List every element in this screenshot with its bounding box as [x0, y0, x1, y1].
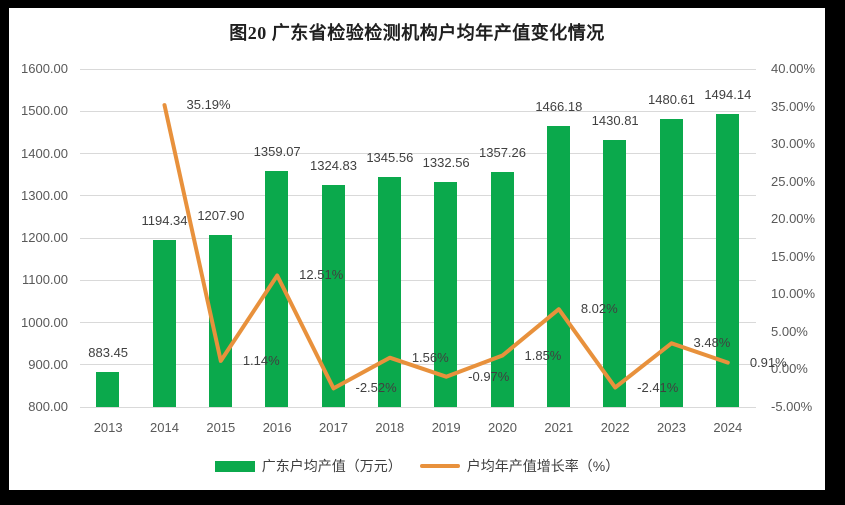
- line-value-label: -2.41%: [637, 379, 679, 395]
- line-value-label: 3.48%: [693, 335, 731, 351]
- gridline: [80, 322, 756, 323]
- bar-2023: [659, 119, 683, 407]
- bar-value-label: 1332.56: [422, 154, 470, 170]
- right-axis-tick-label: 40.00%: [771, 61, 816, 76]
- x-axis-label-2017: 2017: [319, 420, 348, 435]
- bar-value-label: 1359.07: [253, 143, 301, 159]
- x-axis-label-2020: 2020: [488, 420, 517, 435]
- bar-2015: [208, 234, 232, 407]
- gridline: [80, 195, 756, 197]
- left-axis-tick-label: 1400.00: [21, 145, 68, 161]
- bar-value-label: 1494.14: [704, 86, 752, 102]
- gridline: [80, 406, 756, 408]
- right-axis-tick-label: 20.00%: [771, 211, 816, 227]
- right-axis-tick-label: -5.00%: [771, 399, 813, 414]
- bar-2014: [152, 240, 176, 407]
- bar-value-label: 1430.81: [591, 113, 639, 129]
- bar-2017: [321, 185, 345, 407]
- bar-2019: [434, 181, 458, 407]
- line-value-label: -0.97%: [468, 368, 510, 384]
- x-axis-label-2013: 2013: [93, 420, 123, 435]
- right-axis-tick-label: 35.00%: [771, 98, 816, 114]
- left-axis-tick-label: 900.00: [28, 356, 68, 372]
- bar-value-label: 1345.56: [366, 149, 414, 165]
- line-value-label: 1.14%: [242, 352, 280, 368]
- left-axis-tick-label: 1300.00: [21, 187, 68, 203]
- left-axis-tick-label: 1000.00: [21, 314, 68, 330]
- line-value-label: 1.56%: [411, 349, 449, 365]
- left-axis-tick-label: 800.00: [28, 399, 68, 414]
- x-axis-label-2022: 2022: [600, 420, 630, 435]
- legend-item-bar: 广东户均产值（万元）: [214, 456, 402, 476]
- bar-value-label: 883.45: [88, 344, 129, 360]
- x-axis-label-2024: 2024: [713, 420, 743, 435]
- right-axis-tick-label: 0.00%: [771, 361, 808, 377]
- x-axis-label-2019: 2019: [431, 420, 461, 435]
- growth-rate-line: [162, 103, 730, 391]
- line-value-label: -2.52%: [355, 380, 397, 396]
- left-axis-tick-label: 1200.00: [21, 230, 68, 245]
- bar-2022: [603, 140, 627, 407]
- right-axis-tick-label: 5.00%: [771, 323, 808, 339]
- bar-value-label: 1480.61: [648, 92, 695, 108]
- bar-value-label: 1357.26: [479, 144, 526, 160]
- left-axis-tick-label: 1100.00: [21, 272, 68, 288]
- bar-2013: [96, 371, 120, 407]
- legend-bar-swatch-icon: [214, 460, 255, 472]
- gridline: [80, 68, 756, 70]
- legend-bar-label: 广东户均产值（万元）: [261, 458, 402, 474]
- x-axis-label-2023: 2023: [657, 420, 686, 435]
- bar-value-label: 1466.18: [535, 98, 583, 114]
- left-axis-tick-label: 1600.00: [21, 61, 68, 76]
- x-axis-label-2014: 2014: [150, 420, 179, 435]
- x-axis-label-2018: 2018: [375, 420, 405, 435]
- gridline: [80, 237, 756, 239]
- bar-2016: [265, 170, 289, 407]
- line-value-label: 12.51%: [299, 267, 344, 283]
- x-axis-label-2016: 2016: [262, 420, 292, 435]
- x-axis-label-2015: 2015: [206, 420, 236, 435]
- legend-line-label: 户均年产值增长率（%）: [466, 458, 620, 474]
- line-value-label: 1.85%: [524, 347, 562, 363]
- line-value-label: 35.19%: [186, 97, 231, 113]
- chart-canvas: 图20 广东省检验检测机构户均年产值变化情况 广东户均产值（万元） 户均年产值增…: [9, 8, 825, 490]
- bar-value-label: 1207.90: [197, 207, 245, 223]
- legend-line-swatch-icon: [419, 464, 460, 468]
- right-axis-tick-label: 25.00%: [771, 173, 816, 189]
- bar-2021: [546, 125, 570, 407]
- gridline: [80, 279, 756, 281]
- line-value-label: 0.91%: [749, 354, 787, 370]
- bar-2024: [715, 113, 739, 407]
- legend-item-line: 户均年产值增长率（%）: [419, 456, 620, 476]
- gridline: [80, 110, 756, 112]
- chart-title: 图20 广东省检验检测机构户均年产值变化情况: [229, 23, 605, 43]
- legend: 广东户均产值（万元） 户均年产值增长率（%）: [9, 457, 825, 475]
- x-axis-label-2021: 2021: [544, 420, 574, 435]
- right-axis-tick-label: 15.00%: [771, 248, 816, 264]
- line-value-label: 8.02%: [580, 301, 618, 317]
- bar-2018: [377, 176, 401, 407]
- bar-value-label: 1194.34: [141, 213, 188, 229]
- right-axis-tick-label: 30.00%: [771, 136, 816, 152]
- bar-value-label: 1324.83: [310, 158, 357, 174]
- right-axis-tick-label: 10.00%: [771, 286, 816, 302]
- left-axis-tick-label: 1500.00: [21, 103, 68, 119]
